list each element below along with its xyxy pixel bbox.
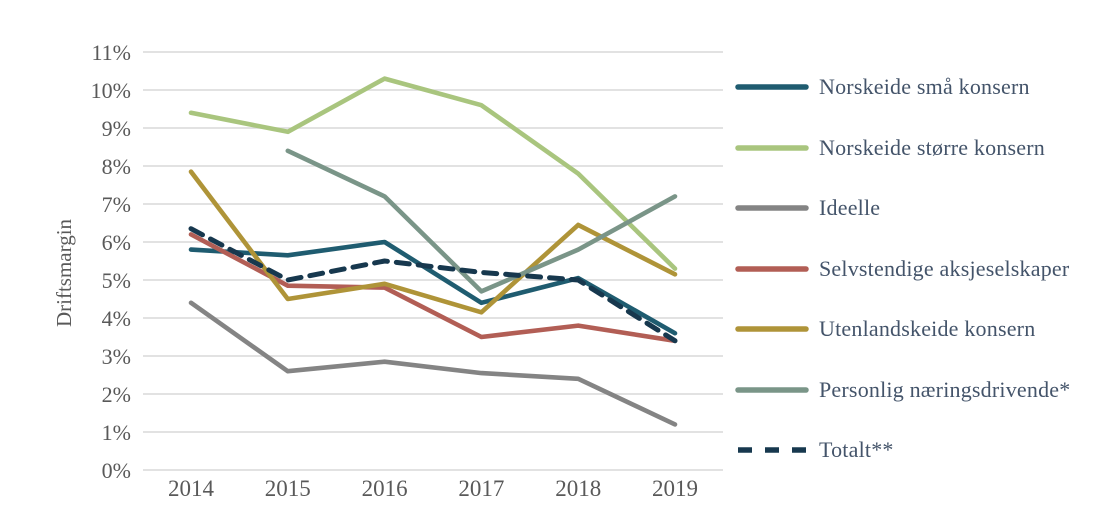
legend-label: Personlig næringsdrivende* <box>819 376 1071 402</box>
chart-legend: Norskeide små konsern Norskeide større ko… <box>735 0 1120 509</box>
x-tick-label: 2019 <box>652 476 698 501</box>
y-tick-label: 0% <box>102 458 131 483</box>
legend-item: Totalt** <box>735 435 894 465</box>
series-line <box>188 239 678 336</box>
legend-label: Norskeide større konsern <box>819 134 1045 160</box>
y-tick-label: 2% <box>102 382 131 407</box>
x-tick-label: 2015 <box>265 476 311 501</box>
y-tick-label: 3% <box>102 344 131 369</box>
series-line <box>188 232 678 344</box>
legend-item: Selvstendige aksjeselskaper <box>735 254 1069 284</box>
series-line <box>188 169 678 315</box>
x-axis-tick-labels: 2014 2015 2016 2017 2018 2019 <box>168 476 698 501</box>
series-line <box>188 226 678 344</box>
series-line <box>188 300 678 427</box>
series-lines <box>188 76 678 427</box>
y-tick-label: 6% <box>102 230 131 255</box>
gridlines <box>143 51 723 471</box>
x-tick-label: 2018 <box>555 476 601 501</box>
legend-line-swatch <box>735 386 809 393</box>
legend-item: Ideelle <box>735 193 880 223</box>
legend-item: Utenlandskeide konsern <box>735 314 1035 344</box>
legend-label: Selvstendige aksjeselskaper <box>819 255 1070 281</box>
legend-label: Ideelle <box>819 195 881 220</box>
y-axis-title: Driftsmargin <box>52 218 76 327</box>
y-tick-label: 8% <box>102 154 131 179</box>
legend-line-swatch <box>735 326 809 332</box>
series-line <box>285 148 678 294</box>
y-axis-tick-labels: 0% 1% 2% 3% 4% 5% 6% 7% 8% 9% 10% 11% <box>91 40 131 483</box>
legend-label: Utenlandskeide konsern <box>819 316 1036 341</box>
legend-line-swatch <box>735 265 809 272</box>
y-tick-label: 7% <box>102 192 131 217</box>
legend-label: Totalt** <box>819 437 894 462</box>
legend-line-swatch <box>735 205 809 211</box>
legend-item: Norskeide små konsern <box>735 72 1030 102</box>
series-line <box>188 76 678 271</box>
y-tick-label: 1% <box>102 420 131 445</box>
legend-label: Norskeide små konsern <box>819 74 1030 99</box>
x-tick-label: 2017 <box>458 476 504 501</box>
y-tick-label: 11% <box>91 40 131 65</box>
y-tick-label: 4% <box>102 306 131 331</box>
y-tick-label: 9% <box>102 116 131 141</box>
y-tick-label: 10% <box>91 78 131 103</box>
legend-item: Personlig næringsdrivende* <box>735 375 1070 405</box>
y-tick-label: 5% <box>102 268 131 293</box>
legend-line-swatch <box>735 84 809 90</box>
x-tick-label: 2016 <box>362 476 408 501</box>
legend-line-swatch <box>738 447 806 453</box>
legend-item: Norskeide større konsern <box>735 133 1045 163</box>
legend-line-swatch <box>735 144 809 151</box>
x-tick-label: 2014 <box>168 476 215 501</box>
